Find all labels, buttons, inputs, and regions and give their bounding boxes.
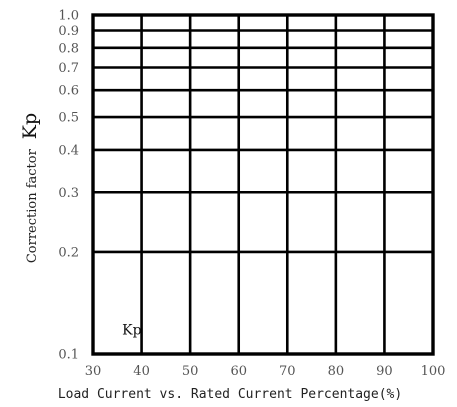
y-axis-label-symbol: Kp: [19, 113, 41, 139]
y-tick-label: 0.8: [58, 41, 79, 56]
y-tick-label: 0.1: [58, 348, 79, 363]
y-tick-label: 0.5: [58, 111, 79, 126]
x-axis-label: Load Current vs. Rated Current Percentag…: [58, 387, 402, 402]
annotations: Kp: [122, 323, 141, 339]
x-tick-labels: 30 40 50 60 70 80 90 100: [85, 364, 446, 379]
x-tick-label: 70: [279, 364, 296, 379]
annotation-label: Kp: [122, 323, 141, 339]
y-tick-label: 0.3: [58, 186, 79, 201]
x-tick-label: 100: [421, 364, 446, 379]
y-tick-label: 1.0: [58, 9, 79, 24]
y-tick-labels: 0.1 0.2 0.3 0.4 0.5 0.6 0.7 0.8 0.91.0: [58, 9, 79, 363]
y-tick-label: 0.6: [58, 84, 79, 99]
y-axis-label: Correction factor Kp: [19, 113, 41, 263]
x-tick-label: 40: [133, 364, 150, 379]
x-tick-label: 60: [230, 364, 247, 379]
x-tick-label: 30: [85, 364, 102, 379]
plot-frame: [91, 13, 435, 356]
x-tick-label: 90: [376, 364, 393, 379]
y-tick-label: 0.4: [58, 143, 79, 158]
x-tick-label: 50: [182, 364, 199, 379]
y-tick-label: 0.9: [58, 24, 79, 39]
y-tick-label: 0.2: [58, 245, 79, 260]
vertical-gridlines: [140, 15, 386, 354]
x-tick-label: 80: [328, 364, 345, 379]
horizontal-gridlines: [93, 29, 433, 254]
y-axis-label-prefix: Correction factor: [25, 148, 40, 263]
y-tick-label: 0.7: [58, 61, 79, 76]
